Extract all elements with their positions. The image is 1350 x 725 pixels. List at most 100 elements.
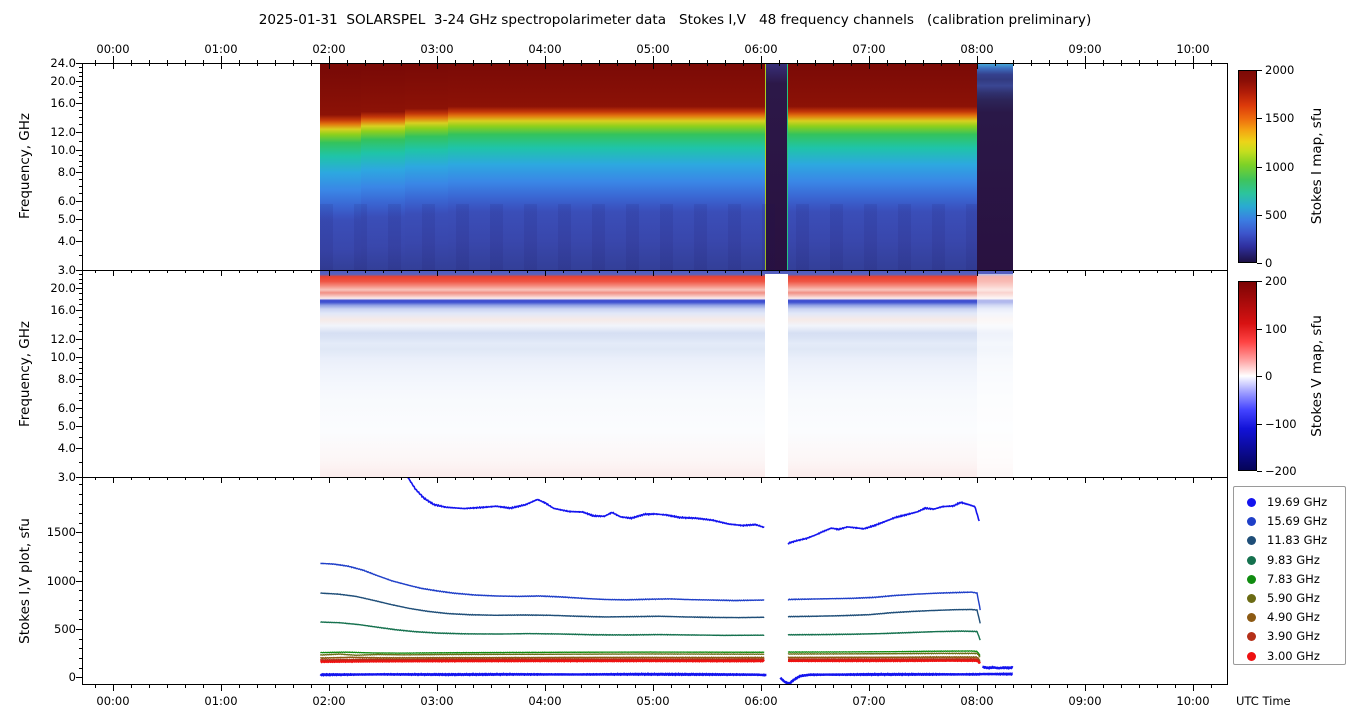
x-minor-tick: [1175, 684, 1176, 688]
x-minor-tick-in: [94, 477, 96, 480]
y-minor-tick: [78, 67, 82, 69]
colorbar-tick: [1257, 471, 1262, 472]
x-major-tick: [761, 684, 762, 691]
stokes-i-data-segment: [361, 63, 406, 270]
y-tick-label: 8.0: [57, 372, 76, 387]
x-minor-tick: [923, 684, 924, 688]
y-major-tick: [76, 426, 82, 428]
x-minor-tick: [617, 684, 618, 688]
x-major-tick-in: [977, 477, 978, 483]
x-axis-label: UTC Time: [1236, 694, 1291, 708]
y-minor-tick: [78, 293, 82, 295]
x-minor-tick: [256, 684, 258, 688]
x-minor-tick-in: [509, 477, 510, 480]
y-minor-tick: [78, 97, 82, 99]
x-minor-tick-in: [148, 477, 150, 480]
x-major-tick: [869, 684, 870, 691]
x-minor-tick: [599, 59, 600, 63]
x-minor-tick-in: [599, 477, 600, 480]
x-minor-tick: [563, 59, 564, 63]
x-tick-label: 02:00: [312, 42, 346, 56]
legend-marker-icon: [1247, 574, 1256, 584]
colorbar-tick: [1257, 166, 1262, 168]
x-minor-tick: [1121, 684, 1122, 688]
x-minor-tick-in: [274, 63, 276, 66]
x-tick-label: 03:00: [420, 42, 454, 56]
series-4.90-ghz: [787, 655, 981, 662]
y-tick-label: 1500: [46, 525, 76, 540]
y-minor-tick: [78, 638, 82, 640]
x-minor-tick-in: [581, 270, 582, 273]
x-minor-tick-in: [815, 270, 816, 273]
legend-label: 15.69 GHz: [1267, 514, 1328, 529]
y-minor-tick: [78, 571, 82, 573]
x-major-tick: [112, 56, 114, 63]
x-minor-tick-in: [346, 63, 348, 66]
x-minor-tick-in: [725, 63, 726, 66]
x-minor-tick-in: [418, 477, 420, 480]
y-minor-tick: [78, 278, 82, 280]
y-tick-label: 12.0: [50, 332, 76, 346]
x-major-tick-in: [545, 63, 546, 69]
y-tick-label: 3.0: [57, 263, 76, 277]
series-5.90-ghz: [319, 653, 765, 656]
x-tick-label: 05:00: [636, 694, 670, 708]
y-tick-label: 5.0: [57, 419, 76, 434]
x-minor-tick-in: [959, 477, 960, 480]
y-minor-tick: [78, 109, 82, 111]
x-minor-tick-in: [959, 63, 960, 66]
legend-label: 19.69 GHz: [1267, 495, 1328, 509]
x-major-tick-in: [761, 63, 762, 69]
x-minor-tick: [382, 59, 384, 63]
stokes-i-data-segment: [404, 63, 449, 270]
x-minor-tick-in: [671, 270, 672, 273]
x-minor-tick: [959, 684, 960, 688]
series-3.00-ghz: [787, 659, 981, 665]
x-major-tick-in: [1193, 270, 1194, 276]
y-minor-tick: [78, 542, 82, 544]
x-tick-label: 04:00: [528, 42, 562, 56]
x-minor-tick: [905, 59, 906, 63]
x-tick-label: 07:00: [852, 42, 886, 56]
x-minor-tick-in: [1121, 63, 1122, 66]
y-tick-label: 3.0: [57, 470, 76, 484]
colorbar-tick-label: 2000: [1265, 63, 1295, 77]
x-minor-tick: [238, 59, 240, 63]
y-minor-tick: [78, 484, 82, 486]
x-minor-tick-in: [707, 270, 708, 273]
x-minor-tick: [743, 684, 744, 688]
stokes-i-data-segment: [320, 63, 363, 270]
x-minor-tick-in: [941, 270, 942, 273]
stokes-i-streaks: [320, 203, 977, 270]
stokes-v-colorbar: [1238, 281, 1257, 471]
x-minor-tick-in: [923, 477, 924, 480]
x-minor-tick: [473, 59, 474, 63]
x-minor-tick-in: [1139, 63, 1140, 66]
x-minor-tick-in: [689, 63, 690, 66]
x-minor-tick: [148, 684, 150, 688]
y-minor-tick: [78, 600, 82, 602]
x-minor-tick: [959, 59, 960, 63]
x-minor-tick: [815, 684, 816, 688]
x-minor-tick-in: [256, 477, 258, 480]
y-major-tick: [76, 532, 82, 534]
x-minor-tick-in: [617, 477, 618, 480]
x-major-tick: [436, 684, 438, 691]
y-tick-label: 6.0: [57, 401, 76, 415]
x-minor-tick-in: [1103, 477, 1104, 480]
series-11.83-ghz: [320, 592, 765, 619]
y-minor-tick: [78, 274, 82, 276]
x-minor-tick: [563, 684, 564, 688]
colorbar-tick: [1257, 214, 1262, 216]
x-minor-tick-in: [509, 270, 510, 273]
x-minor-tick-in: [418, 63, 420, 66]
x-minor-tick-in: [184, 477, 186, 480]
x-tick-label: 04:00: [528, 694, 562, 708]
x-minor-tick: [1031, 59, 1032, 63]
y-major-tick: [76, 103, 82, 105]
x-minor-tick: [509, 684, 510, 688]
x-tick-label: 10:00: [1176, 694, 1210, 708]
legend-item: 4.90 GHz: [1234, 608, 1345, 627]
x-minor-tick-in: [454, 270, 456, 273]
x-minor-tick: [797, 684, 798, 688]
